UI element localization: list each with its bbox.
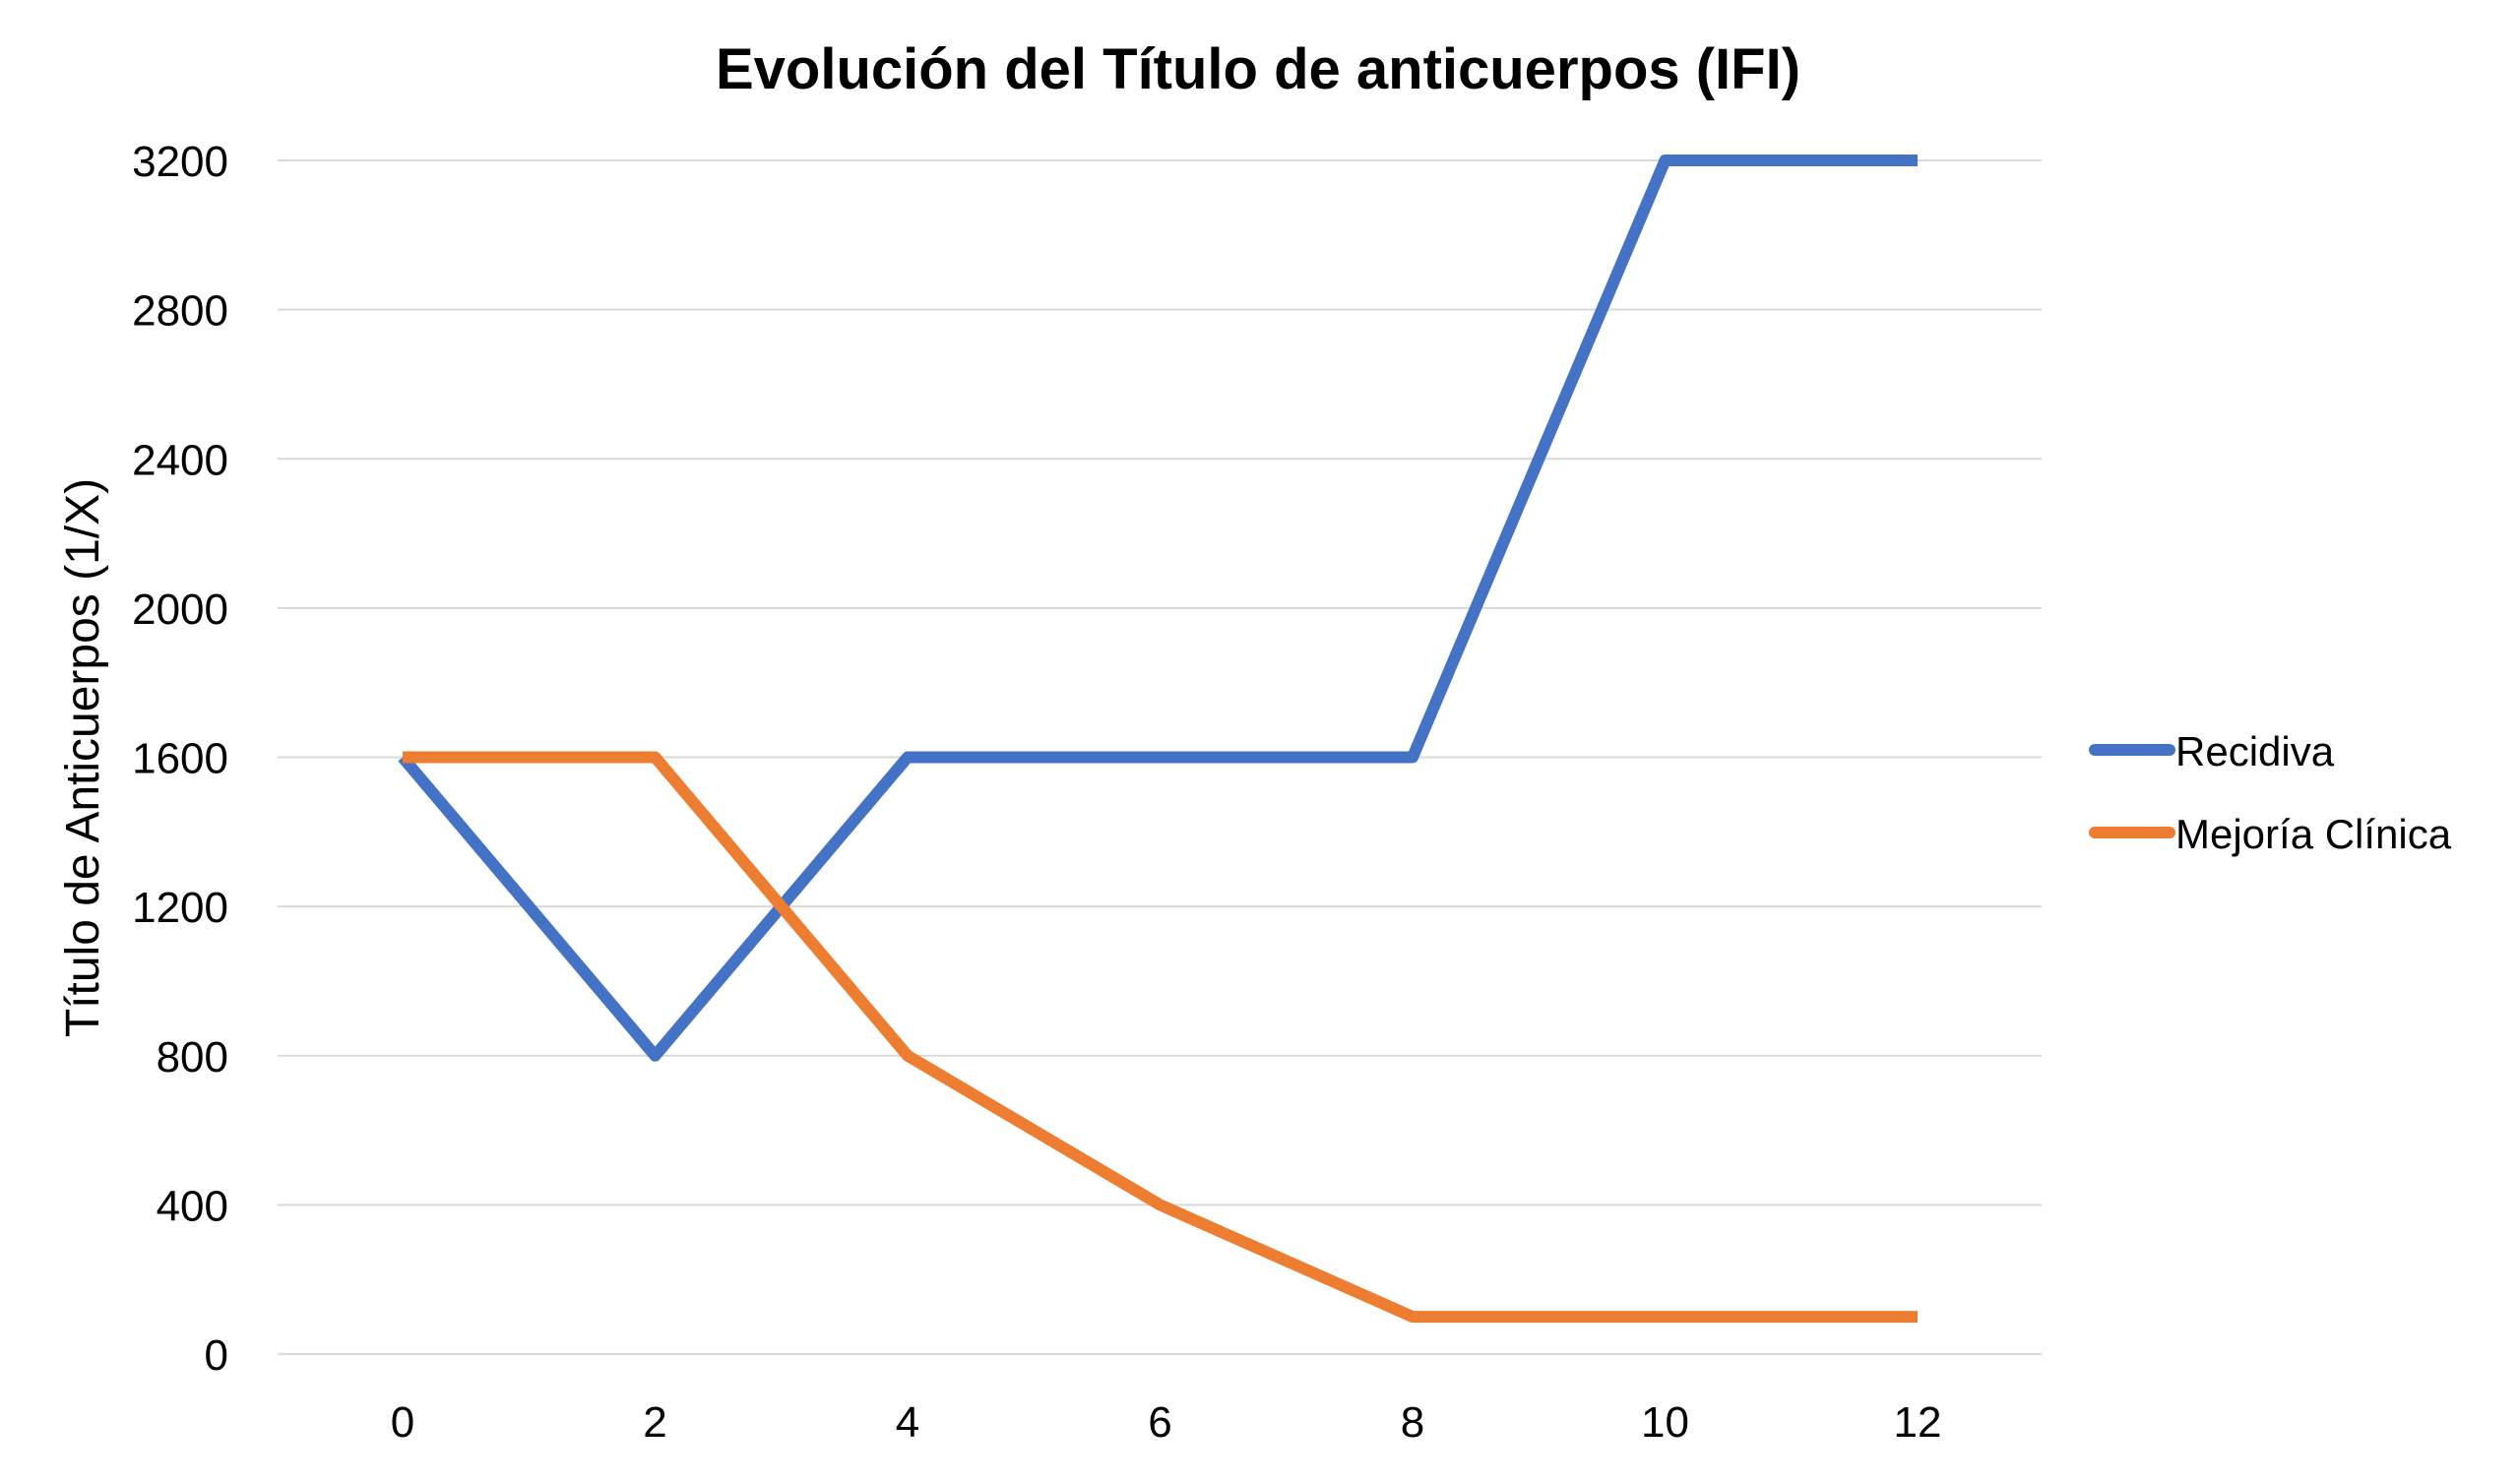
x-tick-label: 12	[1894, 1398, 1942, 1447]
y-tick-label: 400	[157, 1182, 228, 1230]
x-tick-label: 6	[1148, 1398, 1171, 1447]
y-tick-label: 0	[205, 1331, 228, 1380]
y-tick-label: 1200	[132, 884, 228, 932]
legend-label: Recidiva	[2175, 728, 2335, 774]
series-line-recidiva	[398, 154, 1918, 1062]
y-axis-label: Título de Anticuerpos (1/X)	[57, 478, 109, 1037]
y-axis-ticks: 0 400 800 1200 1600 2000 2400 2800 3200	[132, 138, 228, 1380]
x-tick-label: 2	[643, 1398, 666, 1447]
y-tick-label: 2800	[132, 287, 228, 336]
chart-title: Evolución del Título de anticuerpos (IFI…	[716, 37, 1800, 101]
y-tick-label: 2000	[132, 586, 228, 634]
x-tick-label: 8	[1401, 1398, 1424, 1447]
x-axis-ticks: 0 2 4 6 8 10 12	[391, 1398, 1942, 1447]
series-lines	[398, 154, 1918, 1324]
y-tick-label: 1600	[132, 735, 228, 783]
legend: Recidiva Mejoría Clínica	[2089, 728, 2452, 857]
y-tick-label: 800	[157, 1033, 228, 1081]
x-tick-label: 4	[896, 1398, 919, 1447]
legend-label: Mejoría Clínica	[2175, 811, 2452, 857]
series-line-mejoria-clinica	[403, 751, 1918, 1324]
x-tick-label: 0	[391, 1398, 414, 1447]
y-tick-label: 3200	[132, 138, 228, 186]
x-tick-label: 10	[1641, 1398, 1689, 1447]
y-tick-label: 2400	[132, 436, 228, 484]
